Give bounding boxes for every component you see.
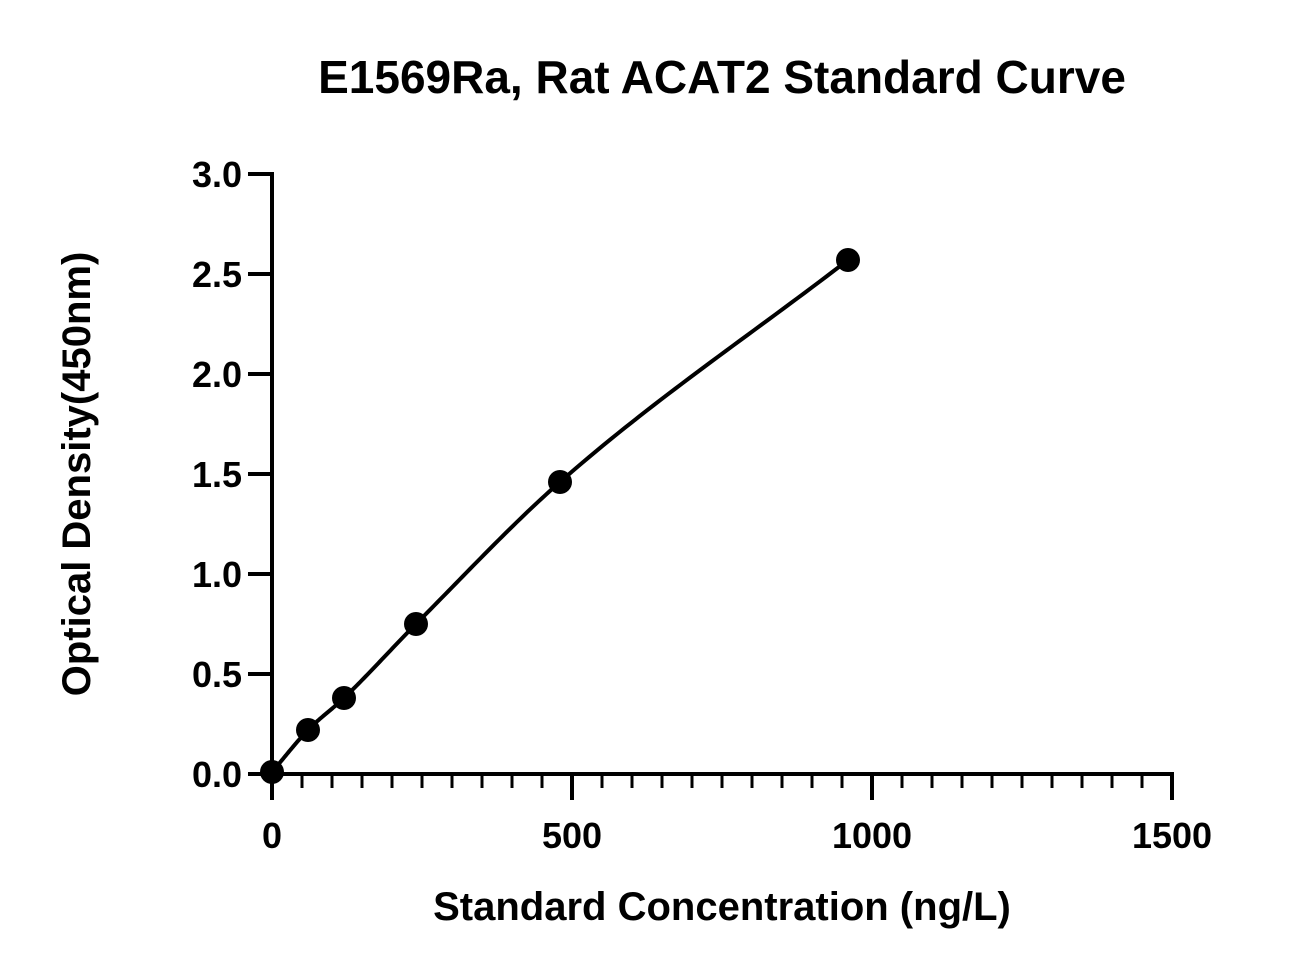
y-tick-label: 3.0: [192, 154, 242, 195]
ticks: 0.0 0.5 1.0 1.5 2.0 2.5 3.0 0 500 1000 1500: [192, 154, 1212, 856]
data-point: [836, 248, 860, 272]
y-tick-label: 1.0: [192, 554, 242, 595]
x-tick-label: 1500: [1132, 815, 1212, 856]
fit-curve: [270, 258, 850, 774]
data-point: [404, 612, 428, 636]
chart-title: E1569Ra, Rat ACAT2 Standard Curve: [318, 51, 1126, 103]
data-point: [296, 718, 320, 742]
x-axis-label: Standard Concentration (ng/L): [433, 885, 1011, 929]
y-tick-label: 1.5: [192, 454, 242, 495]
data-point: [548, 470, 572, 494]
y-tick-label: 0.0: [192, 754, 242, 795]
x-tick-label: 0: [262, 815, 282, 856]
y-tick-label: 0.5: [192, 654, 242, 695]
y-axis-label: Optical Density(450nm): [55, 252, 99, 697]
y-tick-label: 2.5: [192, 254, 242, 295]
data-point: [332, 686, 356, 710]
plot-area: [260, 248, 860, 784]
axes: [270, 172, 1174, 776]
x-tick-label: 1000: [832, 815, 912, 856]
y-tick-label: 2.0: [192, 354, 242, 395]
data-point: [260, 760, 284, 784]
x-tick-label: 500: [542, 815, 602, 856]
